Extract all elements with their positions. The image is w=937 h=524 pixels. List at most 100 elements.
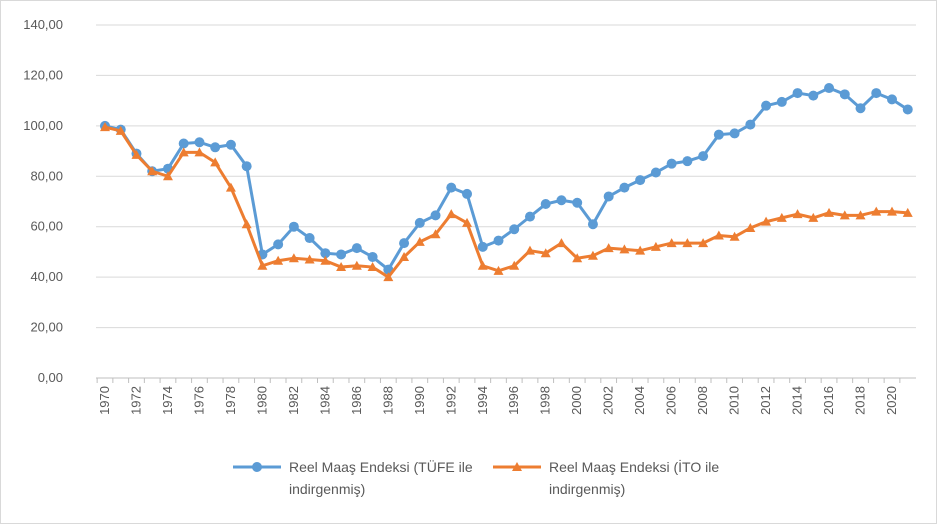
x-tick-label: 1978 xyxy=(223,386,238,415)
x-tick-label: 1992 xyxy=(443,386,458,415)
data-point xyxy=(887,206,897,216)
x-tick-label: 2002 xyxy=(601,386,616,415)
data-point xyxy=(210,157,221,167)
x-tick-label: 2008 xyxy=(695,386,710,415)
data-point xyxy=(902,207,913,217)
series-line xyxy=(104,86,909,272)
data-point xyxy=(572,253,583,263)
data-point xyxy=(729,231,740,241)
data-point xyxy=(792,88,803,99)
data-point xyxy=(225,139,236,150)
data-point xyxy=(194,147,205,157)
data-point xyxy=(603,191,614,202)
data-point xyxy=(682,238,693,248)
data-point xyxy=(493,235,504,246)
x-tick-label: 2020 xyxy=(884,386,899,415)
data-point xyxy=(336,249,347,260)
y-tick-label: 100,00 xyxy=(23,118,63,133)
y-tick-label: 140,00 xyxy=(23,17,63,32)
x-tick-label: 1984 xyxy=(317,386,332,415)
y-tick-label: 40,00 xyxy=(30,269,63,284)
data-point xyxy=(100,122,110,132)
data-point xyxy=(131,149,142,159)
y-tick-label: 20,00 xyxy=(30,320,63,335)
data-point xyxy=(493,265,504,275)
x-tick-label: 2004 xyxy=(632,386,647,415)
data-point xyxy=(477,241,488,252)
data-point xyxy=(635,175,646,186)
data-point xyxy=(320,248,331,259)
data-point xyxy=(855,210,866,220)
data-point xyxy=(399,251,410,261)
data-point xyxy=(162,171,173,181)
data-point xyxy=(524,245,535,255)
data-point xyxy=(698,151,709,162)
data-point xyxy=(351,260,362,270)
data-point xyxy=(682,156,693,167)
data-point xyxy=(446,182,457,193)
y-tick-label: 0,00 xyxy=(38,370,63,385)
x-tick-label: 1974 xyxy=(160,386,175,415)
x-tick-label: 2018 xyxy=(853,386,868,415)
x-tick-label: 2006 xyxy=(664,386,679,415)
data-point xyxy=(194,137,205,148)
data-point xyxy=(252,462,262,472)
data-point xyxy=(367,251,378,262)
series-line xyxy=(104,125,908,280)
data-point xyxy=(855,103,866,114)
data-point xyxy=(839,89,850,100)
y-tick-label: 120,00 xyxy=(23,67,63,82)
data-point xyxy=(414,217,425,228)
data-point xyxy=(887,94,897,105)
x-tick-label: 1982 xyxy=(286,386,301,415)
data-point xyxy=(666,238,677,248)
data-point xyxy=(430,229,441,239)
data-point xyxy=(572,197,583,208)
y-tick-label: 80,00 xyxy=(30,168,63,183)
data-point xyxy=(178,138,189,149)
data-point xyxy=(288,253,299,263)
data-point xyxy=(257,260,268,270)
data-point xyxy=(902,104,913,115)
data-point xyxy=(288,221,299,232)
y-tick-label: 60,00 xyxy=(30,219,63,234)
data-point xyxy=(320,255,331,265)
x-tick-label: 1970 xyxy=(97,386,112,415)
data-point xyxy=(367,262,378,272)
x-tick-label: 1976 xyxy=(191,386,206,415)
data-point xyxy=(399,238,410,249)
data-point xyxy=(241,161,252,172)
data-point xyxy=(304,254,315,264)
data-point xyxy=(824,207,835,217)
legend-item: Reel Maaş Endeksi (İTO ile indirgenmiş) xyxy=(491,456,739,500)
data-point xyxy=(115,125,126,135)
x-tick-label: 1988 xyxy=(380,386,395,415)
x-tick-label: 1996 xyxy=(506,386,521,415)
x-tick-label: 2000 xyxy=(569,386,584,415)
data-point xyxy=(587,250,598,260)
data-point xyxy=(512,462,522,471)
x-tick-label: 2012 xyxy=(758,386,773,415)
data-point xyxy=(761,100,772,111)
data-point xyxy=(698,238,709,248)
data-point xyxy=(556,195,567,206)
x-tick-label: 2016 xyxy=(821,386,836,415)
legend-swatch xyxy=(233,462,281,472)
legend-item: Reel Maaş Endeksi (TÜFE ile indirgenmiş) xyxy=(231,456,479,500)
data-point xyxy=(808,212,819,222)
data-point xyxy=(462,217,473,227)
data-point xyxy=(635,245,646,255)
data-point xyxy=(619,244,630,254)
data-point xyxy=(540,199,551,210)
data-point xyxy=(776,96,787,107)
data-point xyxy=(729,128,740,139)
data-point xyxy=(713,230,724,240)
data-point xyxy=(824,83,835,94)
data-point xyxy=(776,212,787,222)
data-point xyxy=(304,233,315,244)
data-point xyxy=(509,260,520,270)
data-point xyxy=(273,239,284,250)
data-point xyxy=(839,210,850,220)
legend-swatch xyxy=(493,462,541,471)
data-point xyxy=(524,211,535,222)
